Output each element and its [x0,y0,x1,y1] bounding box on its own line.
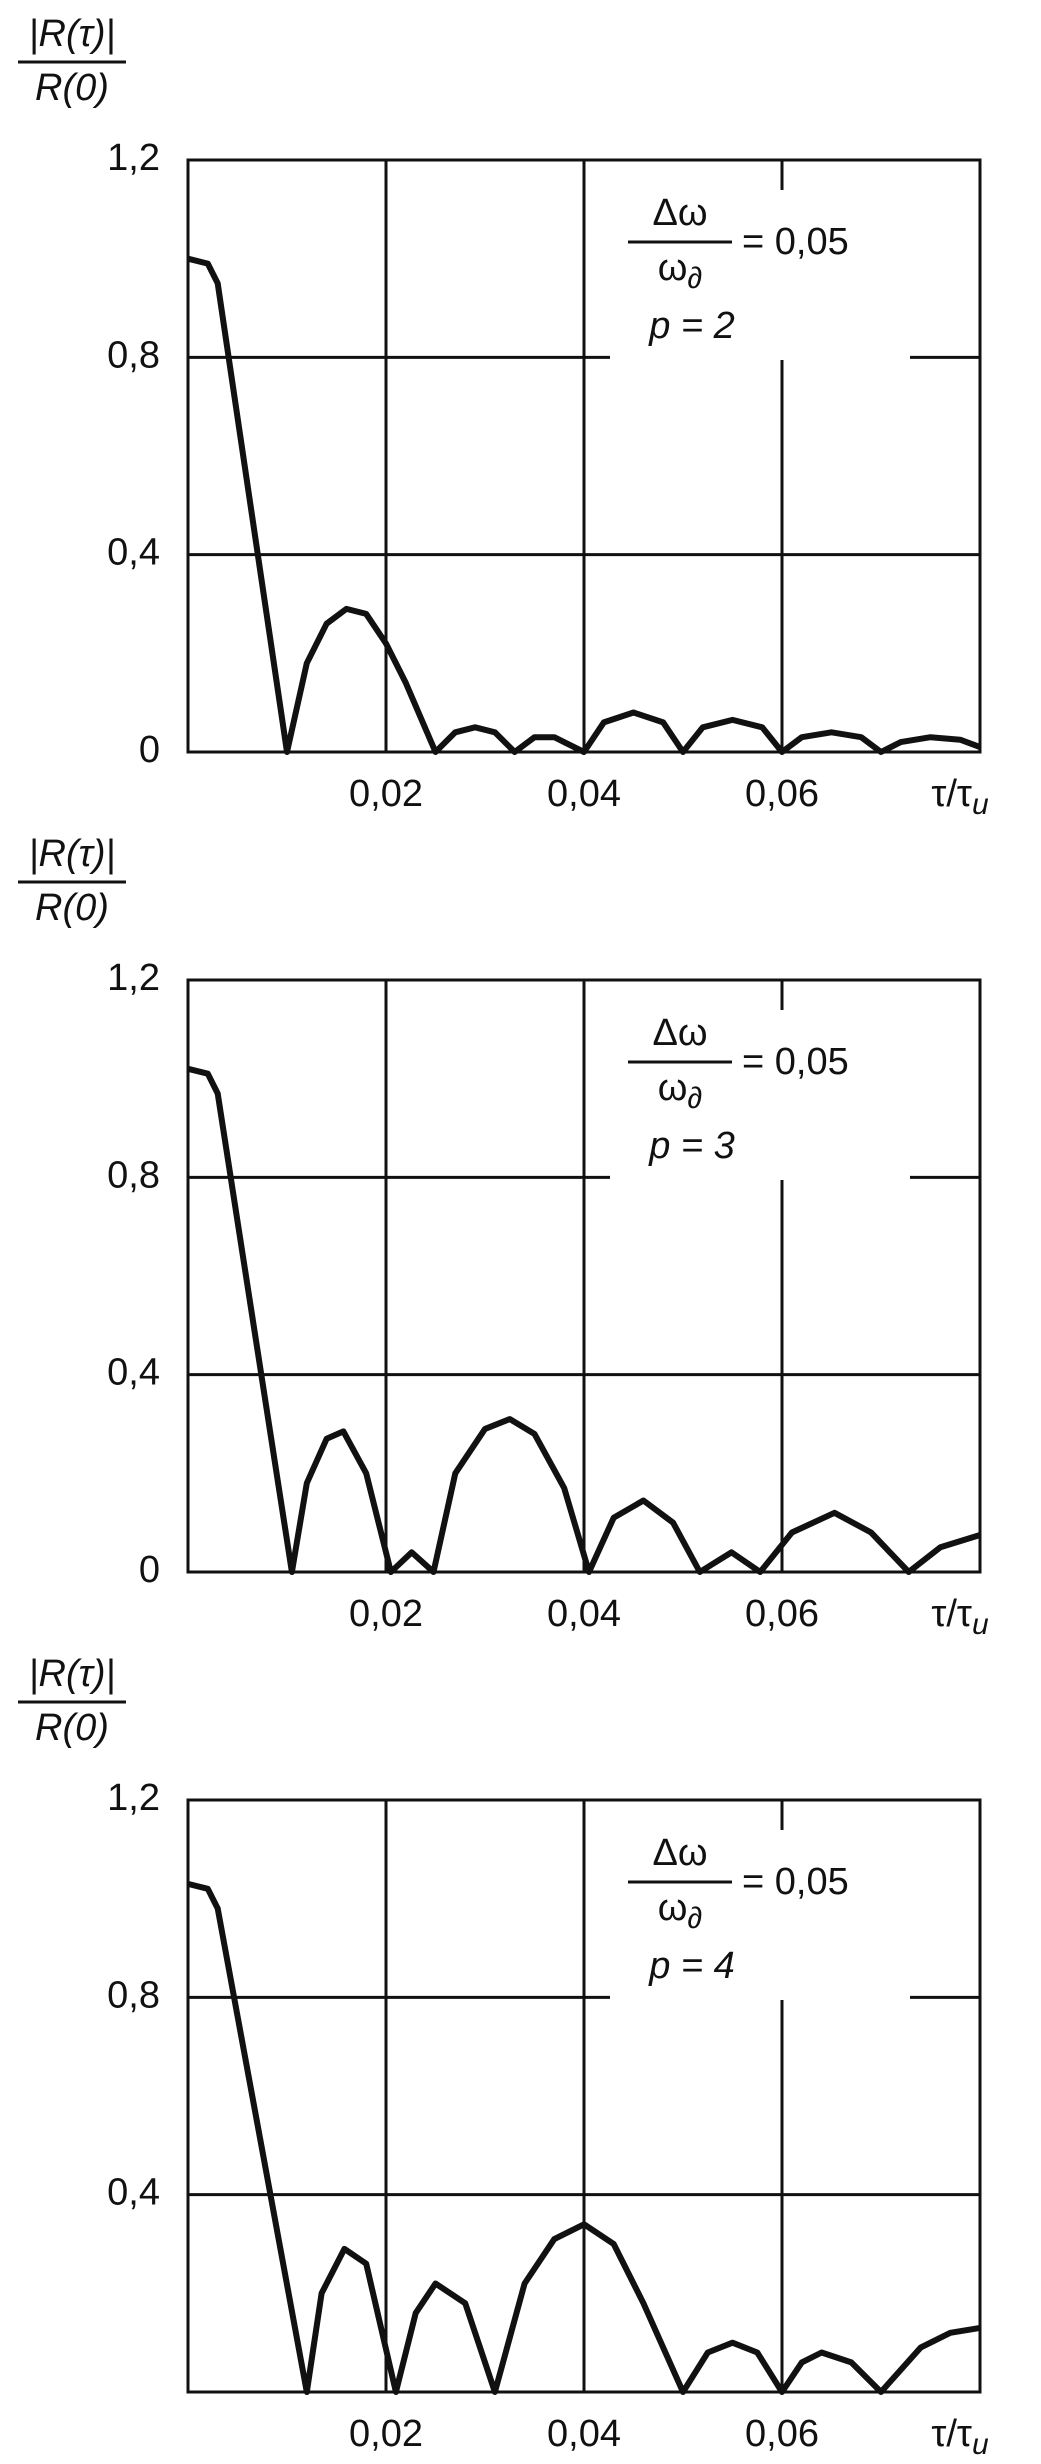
x-tick-label: 0,06 [745,1593,819,1635]
chart-panel: |R(τ)| R(0) 0 0,4 0,8 1,2 0,02 0,04 0,06 τ/τu Δω ω∂… [18,13,989,821]
annotation-numerator: Δω [652,1012,707,1054]
x-label: τ/τu [931,2413,989,2461]
y-label-numerator: |R(τ)| [29,1653,116,1695]
x-tick-label: 0,02 [349,2413,423,2455]
annotation-denominator: ω∂ [658,1067,703,1115]
y-label-denominator: R(0) [35,1707,109,1749]
annotation-numerator: Δω [652,1832,707,1874]
annotation-param: p = 2 [648,305,735,347]
y-tick-label: 0 [139,1549,160,1591]
annotation-bg [610,1830,910,2000]
plot-frame [186,1798,982,2394]
x-label-sub: u [972,2428,989,2461]
y-tick-label: 0 [139,729,160,771]
y-tick-label: 1,2 [107,957,160,999]
y-tick-label: 0,4 [107,2172,160,2214]
y-tick-label: 0,8 [107,1154,160,1196]
x-tick-label: 0,02 [349,1593,423,1635]
annotation-denominator-main: ω [658,1887,688,1929]
annotation-denominator: ω∂ [658,1887,703,1935]
annotation: Δω ω∂ = 0,05p = 2 [610,190,910,360]
y-label-denominator: R(0) [35,887,109,929]
annotation: Δω ω∂ = 0,05p = 3 [610,1010,910,1180]
data-line [187,1065,981,1575]
annotation-denominator-sub: ∂ [687,1082,702,1115]
annotation-param: p = 4 [648,1945,735,1987]
y-tick-label: 0,4 [107,532,160,574]
annotation-denominator-sub: ∂ [687,1902,702,1935]
annotation-equals: = 0,05 [742,1041,849,1083]
x-tick-label: 0,04 [547,2413,621,2455]
x-label-main: τ/τ [931,1593,972,1635]
x-label-sub: u [972,788,989,821]
annotation-bg [610,190,910,360]
data-line [187,1880,981,2395]
x-tick-label: 0,04 [547,1593,621,1635]
chart-panel: |R(τ)| R(0) 0 0,4 0,8 1,2 0,02 0,04 0,06 τ/τu Δω ω∂… [18,833,989,1641]
x-tick-label: 0,02 [349,773,423,815]
annotation-param: p = 3 [648,1125,735,1167]
annotation-denominator-main: ω [658,1067,688,1109]
annotation-denominator: ω∂ [658,247,703,295]
annotation-denominator-sub: ∂ [687,262,702,295]
x-label-main: τ/τ [931,773,972,815]
annotation: Δω ω∂ = 0,05p = 4 [610,1830,910,2000]
y-label-numerator: |R(τ)| [29,833,116,875]
annotation-numerator: Δω [652,192,707,234]
x-tick-label: 0,04 [547,773,621,815]
annotation-equals: = 0,05 [742,221,849,263]
data-line [187,255,982,755]
x-label-main: τ/τ [931,2413,972,2455]
x-tick-label: 0,06 [745,773,819,815]
x-label: τ/τu [931,1593,989,1641]
annotation-bg [610,1010,910,1180]
chart-panel: |R(τ)| R(0) 0,4 0,8 1,2 0,02 0,04 0,06 τ/τu Δω ω∂ =… [18,1653,989,2461]
plot-frame [186,978,982,1574]
y-tick-label: 0,8 [107,334,160,376]
y-label-denominator: R(0) [35,67,109,109]
y-tick-label: 0,8 [107,1974,160,2016]
annotation-equals: = 0,05 [742,1861,849,1903]
annotation-denominator-main: ω [658,247,688,289]
x-tick-label: 0,06 [745,2413,819,2455]
y-tick-label: 0,4 [107,1352,160,1394]
x-label-sub: u [972,1608,989,1641]
x-label: τ/τu [931,773,989,821]
y-tick-label: 1,2 [107,1777,160,1819]
y-label-numerator: |R(τ)| [29,13,116,55]
y-tick-label: 1,2 [107,137,160,179]
